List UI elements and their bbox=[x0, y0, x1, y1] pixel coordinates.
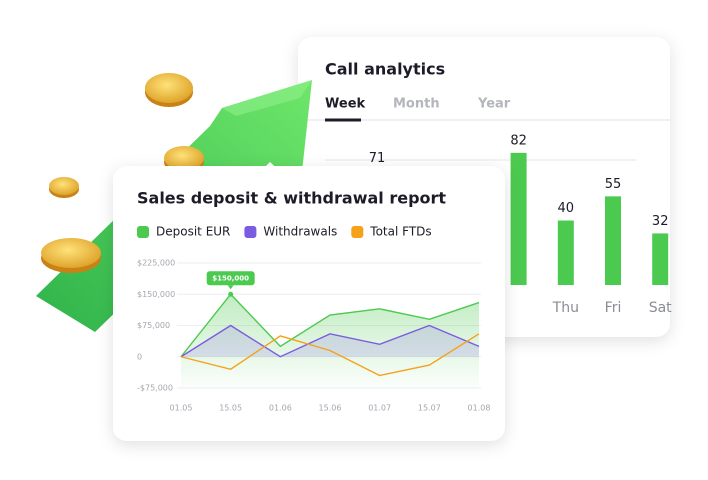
x-tick-label: 15.07 bbox=[418, 404, 441, 413]
x-tick-label: 01.05 bbox=[170, 404, 193, 413]
x-tick-label: 01.07 bbox=[368, 404, 391, 413]
data-label: $150,000 bbox=[212, 274, 249, 282]
data-label: 40 bbox=[558, 201, 575, 216]
legend-label: Deposit EUR bbox=[156, 225, 230, 239]
legend-swatch bbox=[351, 226, 364, 238]
bar bbox=[652, 233, 669, 285]
legend-swatch bbox=[244, 226, 257, 238]
x-tick-label: 01.08 bbox=[468, 404, 491, 413]
data-label: 55 bbox=[605, 177, 622, 192]
legend-swatch bbox=[137, 226, 149, 238]
coin bbox=[145, 73, 193, 107]
x-tick-label: 01.06 bbox=[269, 404, 292, 413]
label-pointer bbox=[227, 285, 234, 290]
legend-label: Withdrawals bbox=[263, 225, 337, 239]
data-label: 71 bbox=[369, 151, 386, 166]
x-tick-label: 15.06 bbox=[319, 404, 342, 413]
area bbox=[181, 325, 479, 357]
legend-label: Total FTDs bbox=[369, 225, 431, 239]
bar bbox=[605, 196, 621, 285]
x-tick-label: Thu bbox=[552, 300, 579, 316]
tab[interactable]: Week bbox=[325, 97, 366, 112]
data-label: 82 bbox=[510, 133, 527, 148]
tab[interactable]: Month bbox=[393, 97, 440, 112]
series-line bbox=[180, 324, 480, 358]
x-tick-label: 15.05 bbox=[219, 404, 242, 413]
area bbox=[181, 294, 479, 388]
card-title: Sales deposit & withdrawal report bbox=[137, 189, 446, 208]
coin bbox=[41, 238, 101, 273]
tab[interactable]: Year bbox=[477, 97, 511, 112]
series-line bbox=[180, 333, 480, 377]
y-tick-label: 0 bbox=[137, 352, 142, 361]
y-tick-label: -$75,000 bbox=[137, 384, 173, 393]
y-tick-label: $75,000 bbox=[137, 321, 170, 330]
bar bbox=[557, 220, 574, 285]
y-tick-label: $150,000 bbox=[137, 290, 175, 299]
x-tick-label: Fri bbox=[605, 300, 622, 316]
y-tick-label: $225,000 bbox=[137, 259, 175, 268]
line-chart: $225,000 $150,000 $75,000 0 -$75,000 01.05 15.… bbox=[137, 225, 490, 413]
label-bubble bbox=[206, 271, 255, 286]
card-title: Call analytics bbox=[325, 60, 445, 79]
point bbox=[228, 291, 234, 297]
x-tick-label: Sat bbox=[649, 300, 672, 316]
arrow-highlight bbox=[222, 80, 312, 116]
bar bbox=[510, 152, 527, 285]
coin bbox=[49, 177, 79, 198]
data-label: 32 bbox=[652, 214, 669, 229]
